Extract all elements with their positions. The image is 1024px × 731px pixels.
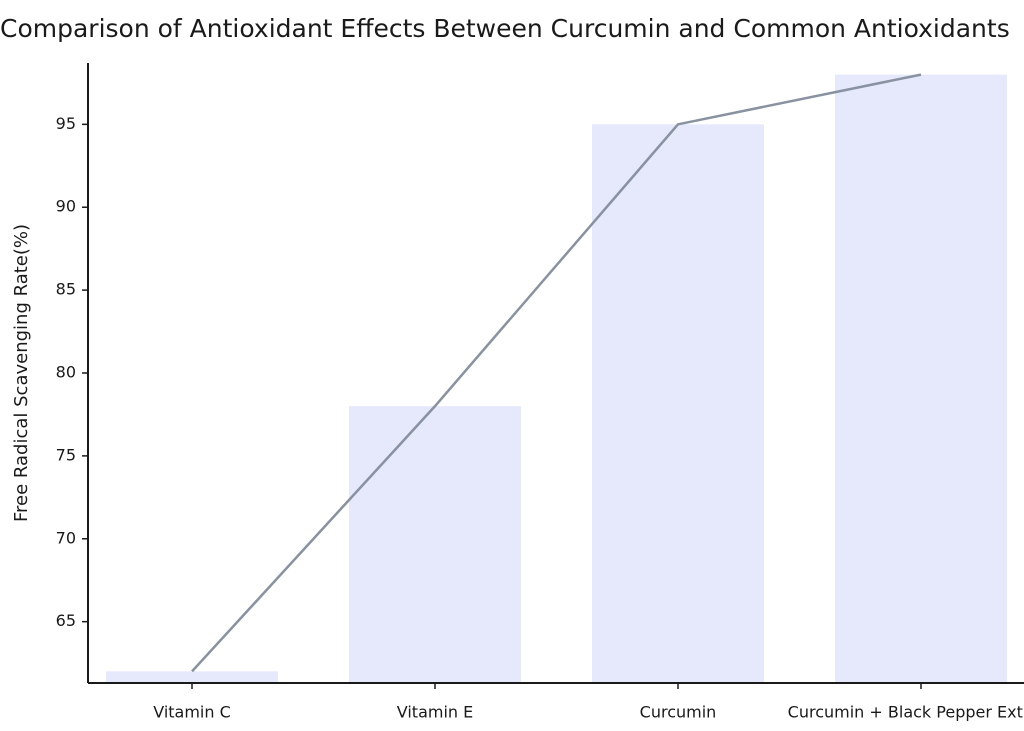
y-tick-label: 75 — [56, 445, 76, 464]
y-tick-label: 85 — [56, 280, 76, 299]
chart-title: Comparison of Antioxidant Effects Betwee… — [0, 14, 1010, 43]
y-tick-label: 90 — [56, 197, 76, 216]
bar — [106, 671, 278, 683]
x-tick-label: Curcumin — [640, 703, 717, 722]
x-tick-label: Vitamin C — [153, 703, 231, 722]
line — [191, 73, 922, 673]
y-tick-label: 65 — [56, 611, 76, 630]
bar — [835, 74, 1007, 684]
y-tick-label: 70 — [56, 528, 76, 547]
y-tick-label: 95 — [56, 114, 76, 133]
bar — [592, 124, 764, 683]
x-tick-label: Vitamin E — [397, 703, 473, 722]
y-axis-label: Free Radical Scavenging Rate(%) — [11, 224, 32, 522]
bar — [349, 406, 521, 683]
x-tick-label: Curcumin + Black Pepper Extract — [788, 703, 1024, 722]
y-tick-label: 80 — [56, 363, 76, 382]
